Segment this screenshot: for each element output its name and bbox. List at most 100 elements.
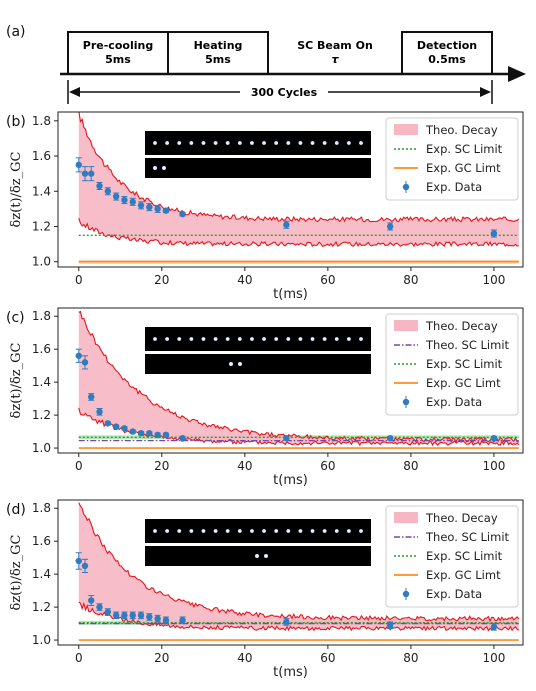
ion-spot (229, 362, 233, 366)
legend-item: Theo. SC Limit (394, 338, 510, 352)
data-point (121, 425, 128, 432)
ion-spot (225, 529, 230, 533)
legend-item: Exp. Data (402, 180, 482, 194)
data-point (129, 197, 136, 206)
x-tick-label: 0 (75, 651, 83, 665)
legend-item: Exp. Data (402, 587, 482, 601)
data-marker (75, 557, 82, 565)
data-point (112, 192, 120, 201)
chart-panels: (b) 0 20 40 60 80 100 1.0 1.2 1.4 1.6 1.8 t(ms) δz(t)… (6, 111, 524, 680)
x-tick-label: 80 (403, 651, 418, 665)
legend-item: Exp. SC Limit (394, 549, 503, 563)
legend-label: Theo. SC Limit (425, 530, 510, 544)
timing-diagram: (a) Pre-cooling 5ms Heating 5ms SC Beam … (6, 24, 526, 104)
data-point (75, 157, 82, 173)
ion-spot (189, 337, 194, 341)
ion-spot (189, 141, 194, 145)
legend-label: Exp. Data (426, 395, 482, 409)
data-marker (283, 618, 290, 626)
ion-spot (177, 529, 182, 533)
data-point (386, 434, 394, 442)
ion-spot (165, 141, 170, 145)
ion-image-top (145, 327, 371, 351)
legend-label: Exp. SC Limit (426, 142, 503, 156)
ion-images (145, 327, 371, 374)
data-point (88, 393, 95, 401)
ion-spot (262, 141, 266, 145)
legend-swatch-marker (402, 183, 410, 191)
y-tick-label: 1.4 (32, 184, 51, 198)
data-marker (75, 352, 82, 359)
ion-spot (213, 337, 218, 341)
legend-label: Theo. Decay (425, 511, 498, 525)
data-point (81, 166, 89, 182)
ion-spot (334, 337, 339, 341)
ion-images (145, 519, 371, 566)
ion-spot (286, 529, 291, 533)
x-axis-label: t(ms) (273, 473, 308, 488)
legend-item: Exp. Data (402, 395, 482, 409)
ion-spot (153, 529, 157, 533)
legend-item: Theo. Decay (394, 511, 498, 525)
x-axis-label: t(ms) (273, 665, 308, 680)
data-marker (154, 615, 161, 622)
ion-spot (201, 529, 206, 533)
data-marker (154, 431, 161, 439)
ion-spot (286, 337, 291, 341)
ion-spot (153, 141, 157, 145)
data-point (179, 210, 186, 218)
theo-decay-lower-edge (78, 407, 520, 447)
data-point (179, 434, 186, 442)
legend-label: Exp. Data (426, 180, 482, 194)
ion-spot (201, 337, 206, 341)
data-point (146, 613, 153, 621)
x-tick-label: 100 (482, 459, 505, 473)
data-point (104, 187, 112, 196)
legend-swatch-band (394, 512, 418, 523)
data-marker (81, 562, 89, 570)
y-tick-label: 1.0 (32, 255, 51, 269)
x-tick-label: 100 (482, 651, 505, 665)
ion-spot (262, 337, 266, 341)
ion-spot (346, 337, 351, 341)
x-tick-label: 40 (237, 651, 252, 665)
legend-item: Exp. GC Limt (394, 376, 501, 390)
data-marker (112, 193, 120, 200)
ion-spot (213, 529, 218, 533)
x-tick-label: 40 (237, 273, 252, 287)
ion-spot (346, 141, 351, 145)
data-marker (386, 223, 394, 230)
data-point (81, 558, 89, 573)
x-tick-label: 60 (320, 651, 335, 665)
ion-spot (334, 529, 339, 533)
data-point (96, 181, 103, 190)
panel-label: (b) (6, 114, 26, 130)
plot-content (75, 502, 520, 641)
ion-spot (322, 337, 327, 341)
legend-swatch-band (394, 124, 418, 135)
y-tick-label: 1.6 (32, 149, 51, 163)
y-axis-label: δz(t)/δz_GC (9, 151, 24, 227)
data-marker (88, 170, 95, 177)
data-marker (121, 425, 128, 432)
data-point (162, 616, 170, 625)
data-point (137, 201, 145, 210)
data-point (75, 348, 82, 363)
legend-swatch-marker (402, 398, 410, 406)
data-marker (162, 617, 170, 624)
data-point (137, 611, 145, 620)
x-axis-label: t(ms) (273, 287, 308, 302)
data-point (129, 611, 136, 620)
data-point (112, 611, 120, 620)
data-marker (96, 603, 103, 611)
ion-image-bottom (145, 354, 371, 374)
ion-spot (189, 529, 194, 533)
plot-content (75, 112, 520, 264)
data-marker (490, 230, 498, 237)
x-tick-label: 80 (403, 273, 418, 287)
ion-spot (177, 337, 182, 341)
ion-spot (274, 337, 279, 341)
y-axis-label: δz(t)/δz_GC (9, 534, 24, 610)
ion-spot (237, 141, 242, 145)
data-marker (283, 221, 290, 228)
